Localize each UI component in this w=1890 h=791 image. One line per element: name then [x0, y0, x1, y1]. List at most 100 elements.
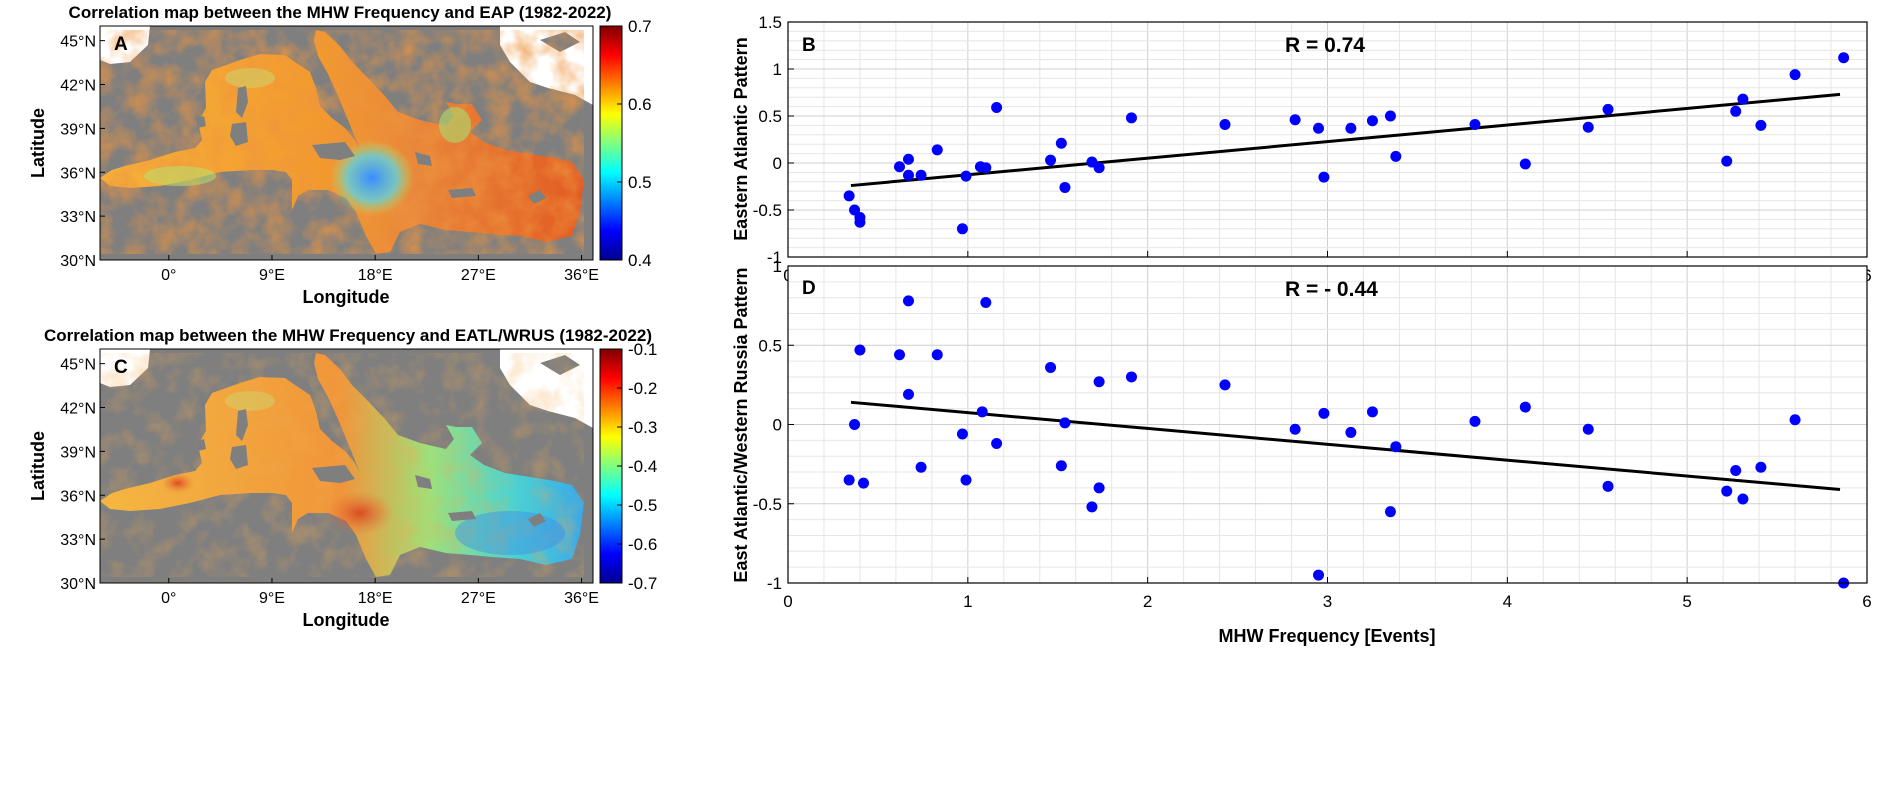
panel-c-title: Correlation map between the MHW Frequenc…	[44, 326, 652, 345]
mediterranean-sea	[100, 30, 584, 254]
data-point	[1755, 119, 1767, 131]
panel-a-letter: A	[114, 34, 128, 55]
data-point	[931, 144, 943, 156]
low-correlation-zone	[330, 140, 414, 216]
data-point	[858, 477, 870, 489]
panel-c-frame	[99, 348, 594, 584]
data-point	[1755, 461, 1767, 473]
missing-data-region	[540, 32, 580, 52]
data-point	[956, 223, 968, 235]
data-point	[1045, 361, 1057, 373]
data-point	[1789, 414, 1801, 426]
panel-b-ylabel: Eastern Atlantic Pattern	[731, 37, 751, 240]
panel-d-letter: D	[802, 278, 816, 299]
y-tick-label: 42°N	[60, 401, 96, 418]
panel-b-points	[843, 52, 1850, 235]
data-point	[1469, 415, 1481, 427]
data-point	[915, 461, 927, 473]
data-point	[1366, 115, 1378, 127]
panel-a: Correlation map between the MHW Frequenc…	[28, 3, 652, 307]
data-point	[902, 295, 914, 307]
panel-a-colorbar	[599, 25, 623, 261]
y-tick-label: 1.5	[758, 13, 782, 32]
panel-a-title: Correlation map between the MHW Frequenc…	[69, 3, 612, 22]
data-point	[1730, 105, 1742, 117]
data-point	[1055, 137, 1067, 149]
y-tick-label: 36°N	[60, 488, 96, 505]
data-point	[980, 162, 992, 174]
data-point	[854, 344, 866, 356]
y-tick-label: 39°N	[60, 121, 96, 138]
panel-d-fit-line	[850, 400, 1841, 491]
panel-a-colorbar-ticks: 0.7 0.6 0.5 0.4	[617, 17, 652, 270]
data-point	[893, 349, 905, 361]
panel-d-xlabel: MHW Frequency [Events]	[1218, 626, 1435, 646]
data-point	[1582, 423, 1594, 435]
data-point	[902, 153, 914, 165]
x-tick-label: 5	[1682, 592, 1691, 611]
missing-data-region	[540, 355, 580, 375]
x-tick-label: 0	[783, 592, 792, 611]
data-point	[991, 438, 1003, 450]
panel-c-xlabel: Longitude	[303, 610, 390, 630]
y-tick-label: 0.5	[758, 336, 782, 355]
data-point	[1519, 158, 1531, 170]
x-tick-label: 18°E	[358, 267, 393, 284]
panel-d-frame	[787, 265, 1868, 584]
x-tick-label: 27°E	[461, 267, 496, 284]
panel-b-frame	[787, 21, 1868, 258]
data-point	[1219, 379, 1231, 391]
x-tick-label: 0°	[161, 267, 176, 284]
data-point	[931, 349, 943, 361]
data-point	[893, 161, 905, 173]
x-tick-label: 9°E	[259, 267, 285, 284]
data-point	[1059, 181, 1071, 193]
panel-d-points	[843, 295, 1850, 589]
data-point	[976, 406, 988, 418]
y-tick-label: 0	[773, 154, 782, 173]
data-point	[1289, 423, 1301, 435]
data-point	[1366, 406, 1378, 418]
data-point	[1737, 93, 1749, 105]
colorbar-tick-label: -0.1	[628, 340, 657, 359]
panel-d: 0 1 2 3 4 5 6 1 0.5 0 -0.5 -1 D R = - 0.44 MHW Freq…	[731, 257, 1872, 646]
panel-c-colorbar-ticks: -0.1 -0.2 -0.3 -0.4 -0.5 -0.6 -0.7	[617, 340, 657, 593]
x-tick-label: 36°E	[564, 590, 599, 607]
data-point	[960, 474, 972, 486]
islands	[196, 409, 546, 527]
x-tick-label: 6	[1862, 592, 1871, 611]
data-point	[1519, 401, 1531, 413]
colorbar-tick-label: -0.4	[628, 457, 657, 476]
panel-b-r-annotation: R = 0.74	[1285, 34, 1365, 57]
data-point	[1045, 154, 1057, 166]
data-point	[1345, 122, 1357, 134]
data-point	[1086, 501, 1098, 513]
data-point	[843, 190, 855, 202]
panel-a-ylabel: Latitude	[28, 108, 48, 178]
data-point	[956, 428, 968, 440]
colorbar-tick-label: -0.2	[628, 379, 657, 398]
colorbar-tick-label: -0.6	[628, 535, 657, 554]
panel-d-ylabel: East Atlantic/Western Russia Pattern	[731, 267, 751, 582]
y-tick-label: 30°N	[60, 253, 96, 270]
data-point	[1093, 376, 1105, 388]
data-point	[1602, 103, 1614, 115]
data-point	[1313, 569, 1325, 581]
data-point	[1384, 110, 1396, 122]
data-point	[980, 296, 992, 308]
missing-data-region	[100, 26, 150, 64]
panel-a-frame	[99, 25, 594, 261]
data-point	[1125, 371, 1137, 383]
panel-b-letter: B	[802, 35, 816, 56]
colorbar-tick-label: -0.5	[628, 496, 657, 515]
y-tick-label: 0	[773, 416, 782, 435]
y-tick-label: 45°N	[60, 34, 96, 51]
data-point	[843, 474, 855, 486]
y-tick-label: -0.5	[753, 201, 782, 220]
data-point	[1059, 417, 1071, 429]
panel-d-grid	[787, 265, 1868, 584]
colorbar-tick-label: 0.6	[628, 95, 652, 114]
panel-a-map	[100, 26, 593, 260]
